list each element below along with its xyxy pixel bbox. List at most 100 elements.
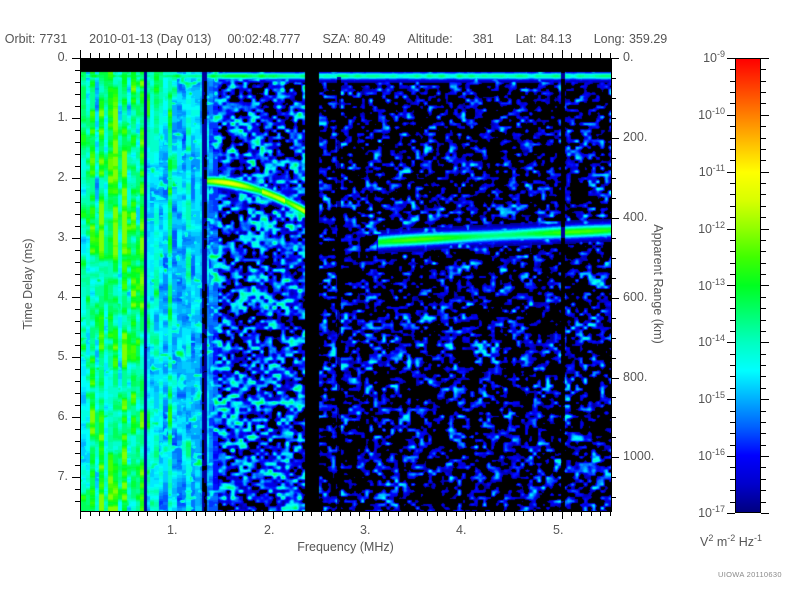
axis-tick (427, 511, 428, 516)
axis-tick (408, 53, 409, 58)
axis-tick (302, 511, 303, 516)
colorbar-tick (730, 445, 735, 446)
colorbar-tick (730, 331, 735, 332)
colorbar-tick (727, 229, 735, 230)
axis-tick (408, 511, 409, 516)
axis-tick (72, 178, 80, 179)
colorbar-tick-label: 10-13 (0, 277, 725, 293)
axis-tick (75, 345, 80, 346)
colorbar-tick (730, 354, 735, 355)
colorbar-tick (761, 115, 769, 116)
colorbar-tick (761, 183, 766, 184)
header-date: 2010-01-13 (Day 013) (89, 32, 212, 46)
axis-tick (611, 158, 616, 159)
axis-tick (369, 50, 370, 58)
axis-tick-label: 400. (623, 210, 648, 224)
colorbar-tick (727, 399, 735, 400)
axis-tick (109, 511, 110, 516)
axis-tick (273, 50, 274, 58)
colorbar-tick-label: 10-9 (0, 49, 725, 65)
colorbar-tick-label: 10-12 (0, 220, 725, 236)
header-sza-key: SZA: (322, 32, 351, 46)
axis-tick (514, 53, 515, 58)
colorbar-tick (761, 297, 766, 298)
header-altitude: Altitude: 381 (408, 32, 494, 46)
colorbar-tick-label: 10-11 (0, 163, 725, 179)
axis-tick (504, 53, 505, 58)
axis-tick (75, 489, 80, 490)
colorbar-tick (730, 240, 735, 241)
axis-tick (514, 511, 515, 516)
axis-tick (611, 198, 616, 199)
axis-tick (359, 511, 360, 516)
colorbar-tick (761, 229, 769, 230)
colorbar-tick-label: 10-16 (0, 447, 725, 463)
axis-tick-label: 6. (57, 409, 68, 423)
axis-tick (244, 53, 245, 58)
axis-tick (591, 511, 592, 516)
colorbar-tick (761, 467, 766, 468)
axis-tick (119, 511, 120, 516)
axis-tick (611, 298, 619, 299)
colorbar-tick (730, 490, 735, 491)
colorbar-tick (730, 251, 735, 252)
colorbar-units-label: V2 m-2 Hz-1 (700, 533, 762, 549)
axis-tick (398, 511, 399, 516)
axis-tick-label: 600. (623, 290, 648, 304)
axis-tick (311, 511, 312, 516)
axis-tick (263, 511, 264, 516)
colorbar-tick (730, 388, 735, 389)
axis-tick (543, 511, 544, 516)
colorbar-label-exponent: -12 (711, 219, 725, 230)
axis-tick (282, 511, 283, 516)
axis-tick (244, 511, 245, 516)
axis-tick (331, 511, 332, 516)
header-lat: Lat: 84.13 (516, 32, 572, 46)
colorbar-tick-label: 10-15 (0, 390, 725, 406)
header-altitude-key: Altitude: (407, 32, 453, 46)
colorbar-tick (730, 365, 735, 366)
colorbar-tick (727, 172, 735, 173)
axis-tick (379, 53, 380, 58)
colorbar-tick (761, 206, 766, 207)
axis-tick-label: 4. (57, 289, 68, 303)
axis-tick (611, 338, 616, 339)
axis-tick (321, 53, 322, 58)
axis-tick (253, 511, 254, 516)
colorbar-label-exponent: -15 (711, 390, 725, 401)
axis-tick-label: 3. (360, 523, 371, 537)
colorbar-tick (730, 69, 735, 70)
axis-tick-label: 2. (57, 170, 68, 184)
axis-tick (552, 511, 553, 516)
colorbar-tick (730, 183, 735, 184)
header-orbit: Orbit: 7731 (5, 32, 67, 46)
axis-tick (75, 465, 80, 466)
axis-tick (340, 53, 341, 58)
axis-tick (494, 53, 495, 58)
axis-tick (186, 511, 187, 516)
colorbar-tick (761, 490, 766, 491)
axis-tick (75, 250, 80, 251)
colorbar-tick (727, 456, 735, 457)
colorbar-tick (730, 160, 735, 161)
axis-tick (388, 511, 389, 516)
colorbar-tick (761, 160, 766, 161)
axis-tick (523, 53, 524, 58)
colorbar-tick (761, 354, 766, 355)
colorbar-tick (730, 479, 735, 480)
colorbar-tick (761, 58, 769, 59)
colorbar-label-exponent: -10 (711, 105, 725, 116)
x-axis-label: Frequency (MHz) (297, 540, 394, 554)
axis-tick-label: 1. (167, 523, 178, 537)
colorbar-tick (730, 103, 735, 104)
axis-tick (350, 511, 351, 516)
axis-tick (417, 53, 418, 58)
colorbar-tick (761, 217, 766, 218)
colorbar-label-mantissa: 10 (698, 164, 713, 179)
axis-tick (465, 50, 466, 58)
axis-tick (147, 53, 148, 58)
axis-tick (282, 53, 283, 58)
colorbar-tick (730, 126, 735, 127)
credit-text: UIOWA 20110630 (718, 570, 782, 579)
